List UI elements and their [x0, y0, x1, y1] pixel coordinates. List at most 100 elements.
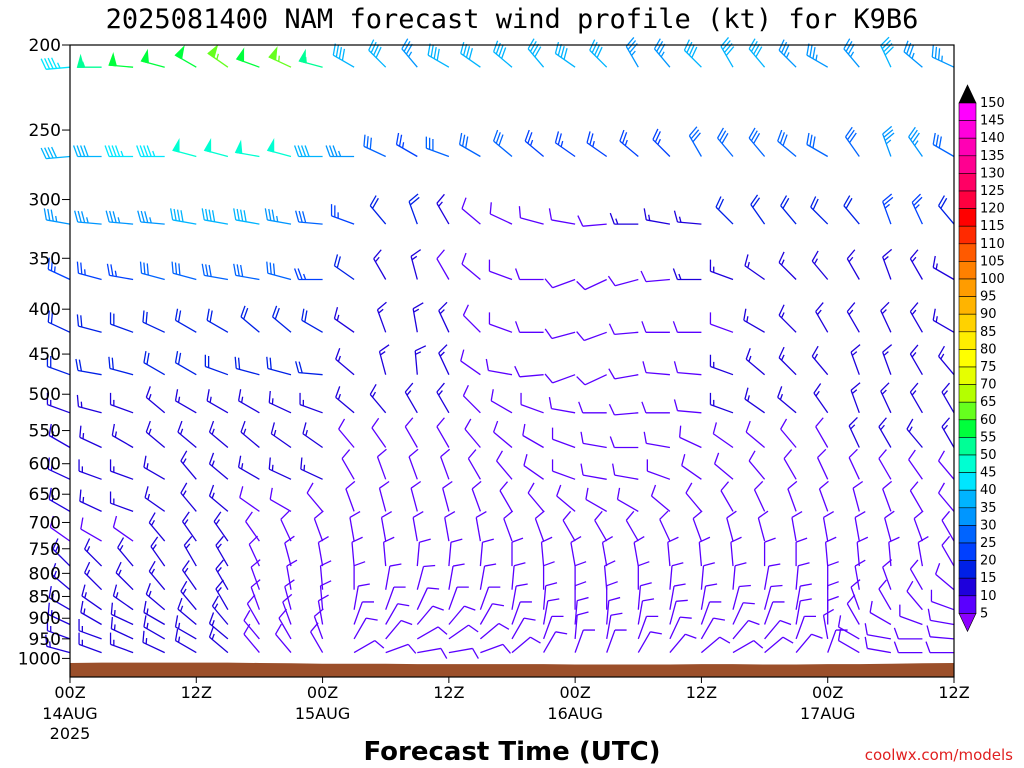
wind-barb [174, 45, 197, 68]
wind-barb [601, 536, 613, 567]
wind-barb [681, 454, 702, 480]
wind-barb [795, 615, 817, 640]
wind-barb [720, 481, 734, 512]
wind-barb [652, 128, 671, 157]
wind-barb [816, 448, 829, 480]
wind-barb [448, 538, 463, 567]
colorbar-label: 35 [980, 501, 997, 516]
wind-barb [643, 431, 671, 449]
wind-barb [460, 349, 481, 376]
y-tick-label: 950 [29, 630, 61, 650]
wind-barb [448, 647, 479, 659]
colorbar-swatch [958, 296, 977, 315]
wind-barb [811, 345, 829, 376]
wind-barb [732, 640, 764, 654]
wind-barb [233, 263, 260, 281]
wind-barb [795, 537, 808, 567]
wind-barb [544, 278, 576, 289]
wind-barb [177, 597, 197, 625]
wind-barb [778, 39, 797, 68]
wind-barb [310, 622, 324, 653]
wind-barb [479, 622, 510, 640]
x-tick-time: 12Z [433, 683, 464, 702]
wind-barb [479, 538, 494, 567]
wind-barb [385, 603, 410, 625]
wind-barb [848, 417, 860, 448]
wind-barb [783, 449, 797, 480]
wind-barb [293, 145, 323, 158]
wind-barb [46, 618, 71, 640]
wind-barb [438, 344, 450, 375]
wind-barb [845, 126, 860, 157]
wind-barb [709, 392, 734, 414]
wind-barb [608, 323, 639, 336]
wind-barb [909, 344, 923, 376]
wind-barb [882, 344, 893, 375]
wind-barb [909, 559, 923, 591]
wind-barb [349, 511, 361, 542]
wind-barb [611, 463, 639, 480]
wind-barb [576, 278, 607, 291]
wind-barb [79, 489, 102, 512]
wind-barb [425, 136, 450, 158]
wind-barb [335, 386, 355, 414]
colorbar-swatch [958, 507, 977, 526]
wind-barb [576, 374, 607, 386]
wind-barb [606, 629, 627, 653]
x-tick-time: 12Z [181, 683, 212, 702]
wind-barb [371, 417, 387, 448]
colorbar-swatch [958, 577, 977, 597]
wind-barb [542, 561, 555, 590]
wind-barb [542, 582, 558, 610]
wind-barb [906, 580, 923, 611]
wind-barb [206, 308, 229, 333]
wind-barb [270, 422, 292, 449]
wind-barb [576, 331, 607, 342]
wind-barb [827, 581, 839, 610]
wind-barb [76, 314, 102, 333]
wind-barb [709, 312, 734, 333]
wind-barb [414, 345, 427, 375]
credit-text: coolwx.com/models [865, 746, 1013, 764]
wind-barb [527, 482, 545, 512]
wind-barbs [40, 36, 955, 659]
wind-barb [672, 268, 702, 281]
colorbar-swatch [958, 349, 977, 368]
wind-barb [562, 510, 576, 542]
wind-barb [554, 131, 576, 158]
colorbar-label: 150 [980, 96, 1005, 111]
wind-barb [493, 420, 513, 448]
wind-barb [462, 384, 481, 414]
wind-barb [748, 450, 766, 480]
wind-barb [700, 601, 722, 625]
wind-barb [385, 619, 413, 640]
wind-barb [333, 254, 355, 281]
wind-barb [938, 450, 955, 480]
colorbar-label: 55 [980, 430, 997, 445]
wind-barb [732, 602, 755, 625]
y-tick-label: 900 [29, 609, 61, 629]
wind-barb [672, 321, 702, 333]
wind-barb [548, 396, 576, 414]
wind-barb [619, 129, 639, 157]
wind-barb [511, 617, 536, 640]
wind-barb [317, 594, 329, 625]
colorbar-label: 60 [980, 413, 997, 428]
wind-barb [378, 344, 390, 375]
wind-barb [201, 208, 229, 225]
colorbar-bottom-arrow [958, 613, 977, 633]
wind-barb [180, 580, 197, 611]
wind-barb [148, 512, 166, 542]
colorbar-label: 125 [980, 184, 1005, 199]
wind-barb [462, 304, 481, 333]
wind-barb [207, 44, 229, 68]
wind-barb [378, 480, 390, 512]
wind-barb [385, 563, 402, 590]
wind-barb [373, 249, 387, 280]
colorbar-label: 85 [980, 325, 997, 340]
wind-barb [460, 41, 481, 68]
wind-barb [298, 48, 323, 68]
wind-barb [815, 302, 829, 333]
wind-barb [177, 420, 197, 448]
wind-barb [385, 586, 406, 610]
